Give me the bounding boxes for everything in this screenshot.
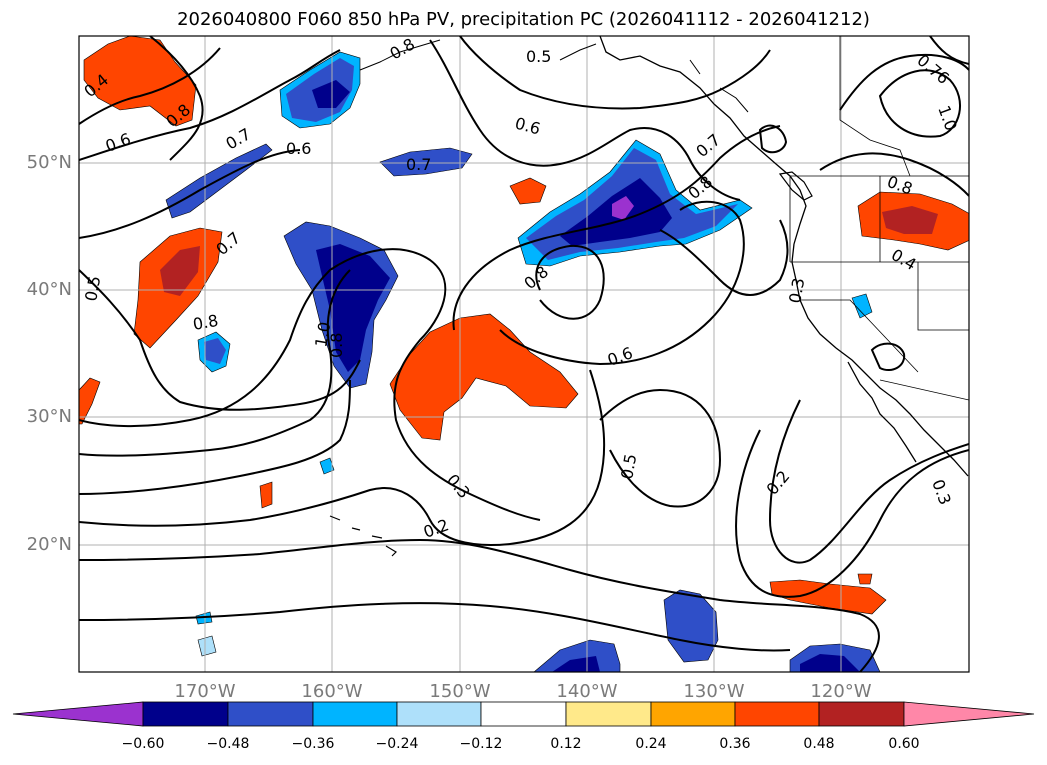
precip-blob [260, 482, 272, 508]
lon-tick-label: 120°W [801, 681, 881, 702]
lon-tick-label: 130°W [674, 681, 754, 702]
colorbar-swatch [819, 702, 904, 726]
lat-tick-label: 30°N [8, 406, 72, 427]
lat-tick-label: 40°N [8, 279, 72, 300]
colorbar-tick-label: −0.12 [449, 736, 513, 752]
colorbar-tick-label: −0.60 [111, 736, 175, 752]
colorbar-tick-label: 0.36 [703, 736, 767, 752]
colorbar-swatch [313, 702, 397, 726]
lon-tick-label: 170°W [165, 681, 245, 702]
colorbar-tick-label: −0.36 [281, 736, 345, 752]
contour-label: 0.6 [286, 139, 311, 158]
colorbar-tick-label: 0.12 [534, 736, 598, 752]
contour-label: 0.5 [526, 47, 551, 66]
colorbar-tick-label: 0.24 [619, 736, 683, 752]
colorbar-swatch [228, 702, 313, 726]
lon-tick-label: 150°W [420, 681, 500, 702]
colorbar [13, 702, 1034, 726]
colorbar-tick-label: 0.60 [872, 736, 936, 752]
colorbar-swatch [651, 702, 735, 726]
colorbar-swatch [397, 702, 481, 726]
precip-blob [858, 574, 872, 584]
colorbar-tick-label: 0.48 [787, 736, 851, 752]
colorbar-extend-low [13, 702, 143, 726]
colorbar-tick-label: −0.24 [365, 736, 429, 752]
colorbar-swatch [481, 702, 566, 726]
lon-tick-label: 140°W [547, 681, 627, 702]
colorbar-swatch [735, 702, 819, 726]
lon-tick-label: 160°W [292, 681, 372, 702]
lat-tick-label: 50°N [8, 152, 72, 173]
contour-label: 0.7 [406, 155, 431, 174]
colorbar-extend-high [904, 702, 1034, 726]
colorbar-swatch [566, 702, 651, 726]
plot-area: 0.4 0.6 0.8 0.7 0.6 0.8 0.5 0.6 0.7 0.76… [79, 34, 970, 672]
colorbar-tick-label: −0.48 [196, 736, 260, 752]
colorbar-swatch [143, 702, 228, 726]
lat-tick-label: 20°N [8, 534, 72, 555]
